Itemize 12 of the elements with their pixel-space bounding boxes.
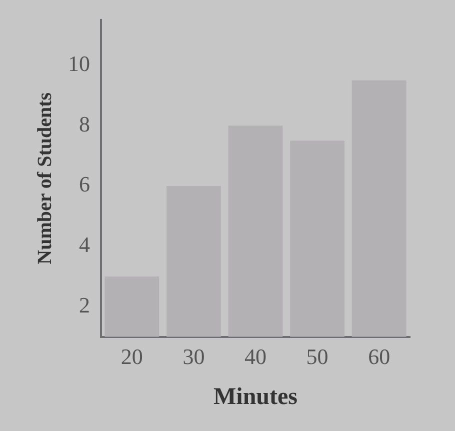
y-tick-label: 4 (79, 232, 90, 258)
y-tick-label: 10 (68, 51, 90, 76)
y-tick-label: 6 (79, 172, 90, 197)
y-tick-label: 8 (79, 111, 90, 136)
x-tick-label: 20 (120, 344, 143, 369)
x-tick-label: 60 (368, 344, 390, 369)
x-axis-title: Minutes (214, 384, 298, 410)
x-tick-label: 30 (182, 344, 205, 369)
x-tick-label: 50 (306, 344, 328, 369)
y-tick-label: 2 (79, 292, 90, 318)
y-axis-title: Number of Students (34, 92, 56, 264)
x-tick-label: 40 (244, 344, 266, 369)
